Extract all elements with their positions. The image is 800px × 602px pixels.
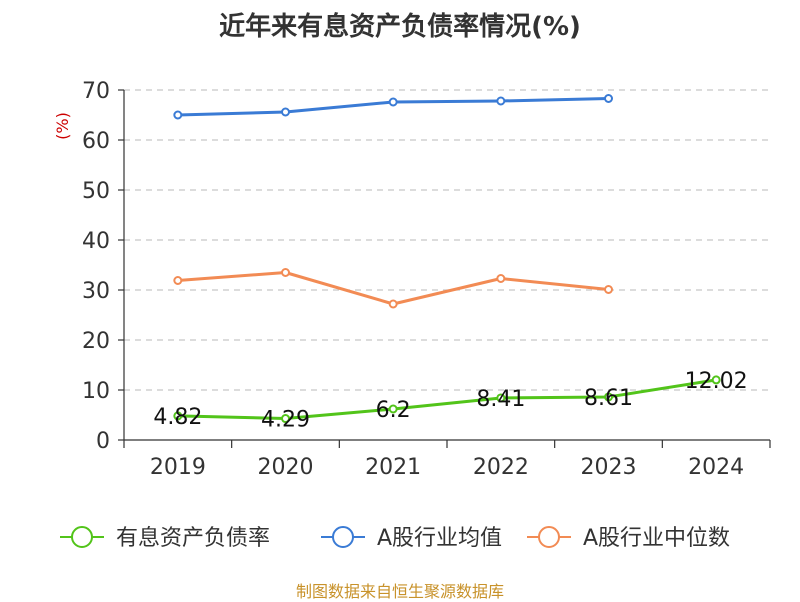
data-point[interactable] [281,414,290,424]
series-line-2 [177,271,609,306]
source-note: 制图数据来自恒生聚源数据库 [295,582,504,601]
data-labels: 4.82 4.29 6.2 8.41 8.61 12.02 [153,369,747,433]
legend-item-1[interactable]: A股行业均值 [321,526,502,551]
data-point[interactable] [604,392,613,402]
legend-marker [538,526,560,548]
series-line-0 [177,378,717,421]
data-point[interactable] [173,411,183,421]
data-point[interactable] [604,94,613,103]
data-label: 12.02 [685,369,748,394]
data-point[interactable] [711,375,721,385]
data-point[interactable] [496,96,506,106]
data-label: 4.29 [261,408,310,433]
y-tick-label: 70 [82,79,110,104]
legend-label: A股行业中位数 [583,526,730,551]
legend-label: A股行业均值 [377,526,502,551]
legend-marker [71,526,93,548]
data-label: 8.61 [584,386,633,411]
data-point[interactable] [604,285,613,294]
data-point[interactable] [388,404,398,414]
y-tick-label: 40 [82,229,110,254]
legend-label: 有息资产负债率 [116,526,270,551]
data-point[interactable] [281,268,290,277]
legend-marker [332,526,354,548]
x-tick-label: 2021 [365,455,421,480]
data-point[interactable] [388,97,398,107]
x-tick-label: 2020 [258,455,314,480]
x-tick-label: 2022 [473,455,529,480]
y-tick-label: 20 [82,329,110,354]
y-tick-label: 10 [82,379,110,404]
y-tick-label: 50 [82,179,110,204]
y-axis-unit-label: (%) [53,112,72,140]
data-point[interactable] [496,393,506,403]
y-tick-label: 30 [82,279,110,304]
x-tick-label: 2019 [150,455,206,480]
x-tick-label: 2023 [581,455,637,480]
x-axis-ticks: 2019 2020 2021 2022 2023 2024 [123,440,771,480]
data-label: 6.2 [376,398,411,423]
grid-lines [124,89,770,391]
data-point[interactable] [173,276,183,285]
series-lines [173,94,721,424]
data-label: 4.82 [153,405,202,430]
y-axis-ticks: 0 10 20 30 40 50 60 70 [82,79,124,454]
legend-item-0[interactable]: 有息资产负债率 [60,526,270,551]
chart-title: 近年来有息资产负债率情况(%) [219,12,581,42]
data-point[interactable] [388,299,398,309]
legend[interactable]: 有息资产负债率 A股行业均值 A股行业中位数 [60,526,730,551]
data-point[interactable] [173,110,183,120]
y-tick-label: 60 [82,129,110,154]
legend-item-2[interactable]: A股行业中位数 [527,526,730,551]
x-tick-label: 2024 [688,455,744,480]
y-tick-label: 0 [96,429,110,454]
data-point[interactable] [496,274,506,283]
data-label: 8.41 [476,387,525,412]
data-point[interactable] [281,107,290,117]
